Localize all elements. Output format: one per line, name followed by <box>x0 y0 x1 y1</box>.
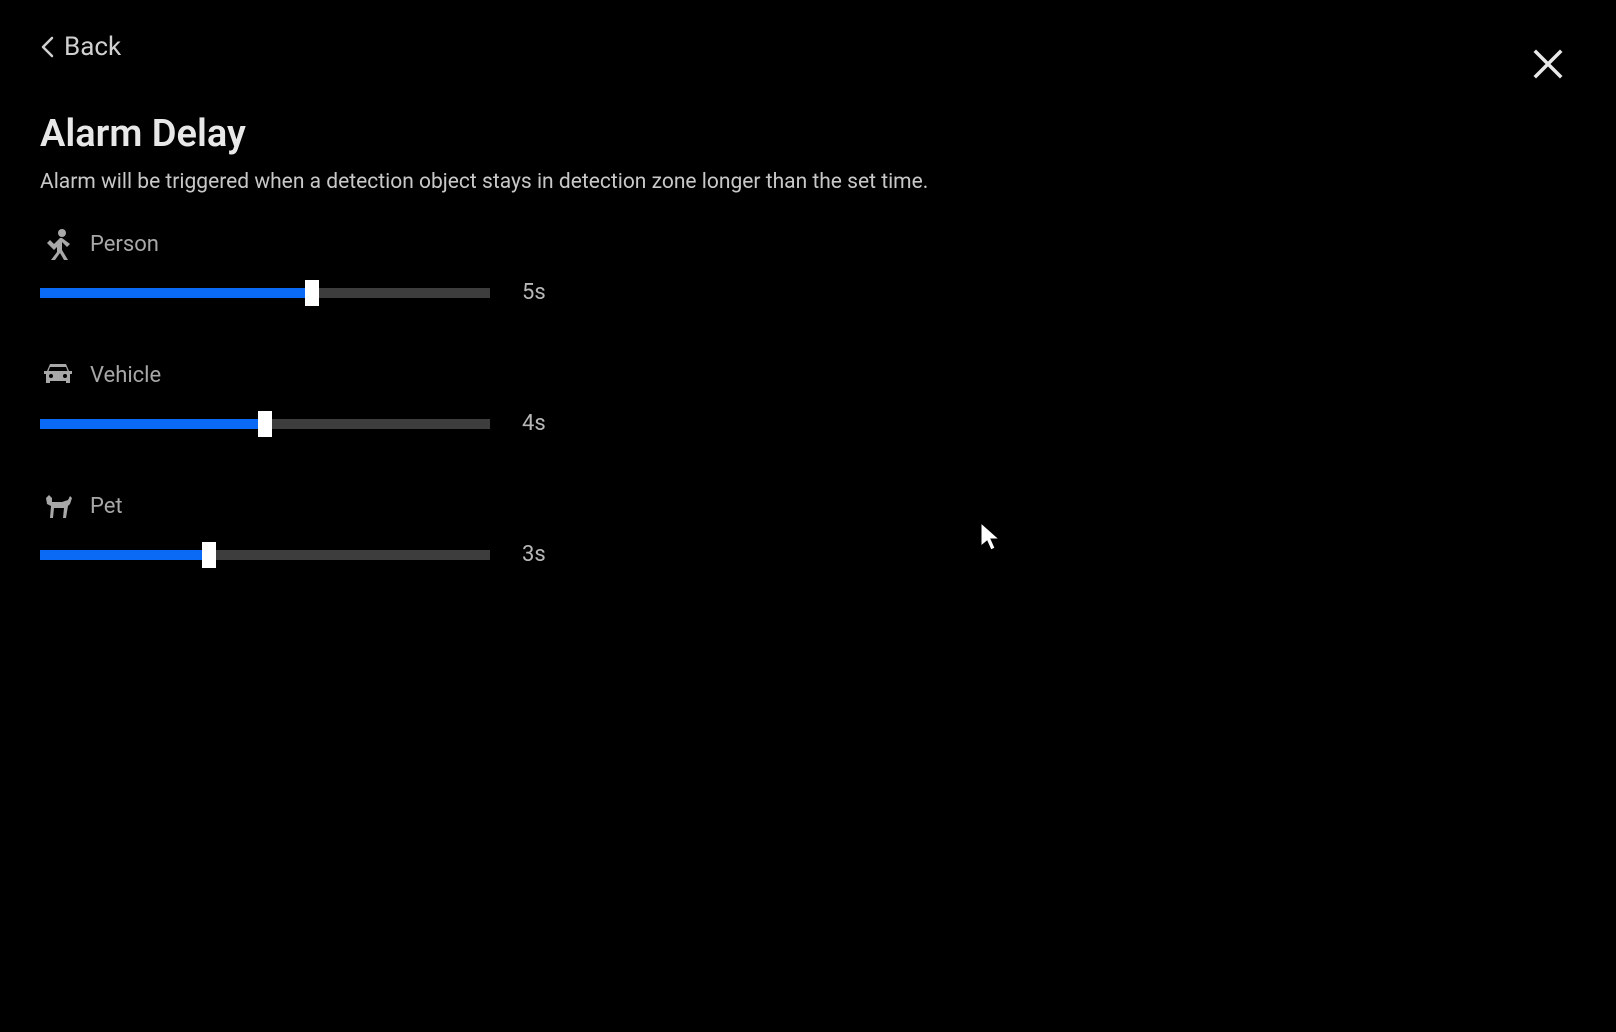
slider-group-person: Person 5s <box>40 226 1576 305</box>
slider-value-pet: 3s <box>522 542 546 567</box>
slider-vehicle[interactable] <box>40 414 490 434</box>
chevron-left-icon <box>40 36 54 58</box>
close-button[interactable] <box>1528 44 1568 88</box>
back-button[interactable]: Back <box>40 32 121 62</box>
slider-header-person: Person <box>40 226 1576 262</box>
slider-label-pet: Pet <box>90 494 123 519</box>
slider-pet[interactable] <box>40 545 490 565</box>
back-label: Back <box>64 32 121 62</box>
slider-header-vehicle: Vehicle <box>40 357 1576 393</box>
content-area: Alarm Delay Alarm will be triggered when… <box>0 88 1616 567</box>
slider-person[interactable] <box>40 283 490 303</box>
vehicle-icon <box>40 357 76 393</box>
slider-group-vehicle: Vehicle 4s <box>40 357 1576 436</box>
slider-thumb[interactable] <box>305 280 319 306</box>
slider-group-pet: Pet 3s <box>40 488 1576 567</box>
slider-thumb[interactable] <box>258 411 272 437</box>
slider-label-vehicle: Vehicle <box>90 363 161 388</box>
slider-label-person: Person <box>90 232 159 257</box>
pet-icon <box>40 488 76 524</box>
close-icon <box>1532 48 1564 80</box>
slider-track-fill <box>40 288 312 298</box>
person-icon <box>40 226 76 262</box>
slider-track-fill <box>40 419 265 429</box>
slider-track-fill <box>40 550 209 560</box>
page-description: Alarm will be triggered when a detection… <box>40 170 1576 194</box>
slider-thumb[interactable] <box>202 542 216 568</box>
slider-value-person: 5s <box>522 280 546 305</box>
page-title: Alarm Delay <box>40 112 1576 156</box>
slider-value-vehicle: 4s <box>522 411 546 436</box>
slider-header-pet: Pet <box>40 488 1576 524</box>
